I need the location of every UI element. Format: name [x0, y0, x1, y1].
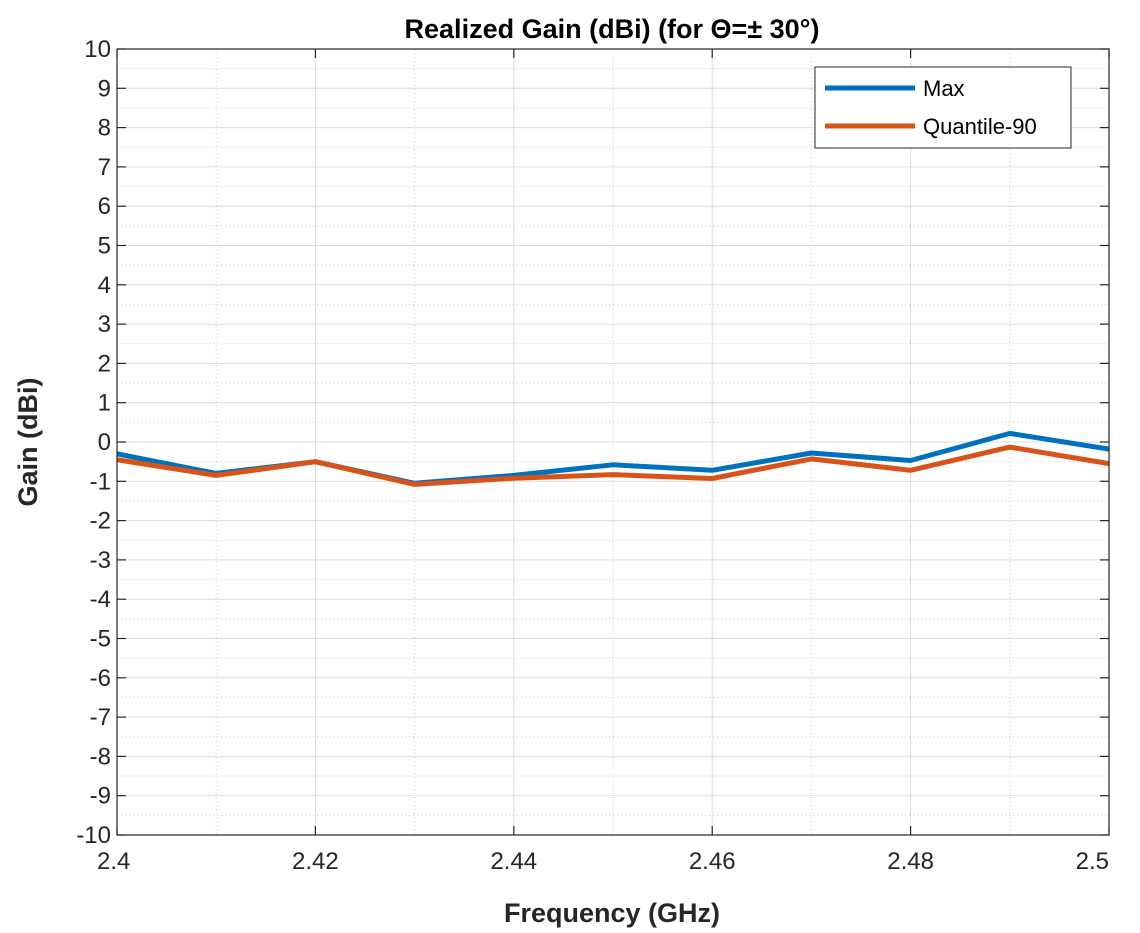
y-tick-label: -2 [90, 508, 111, 535]
x-tick-label: 2.42 [292, 848, 339, 875]
y-tick-label: 10 [84, 36, 111, 63]
y-tick-label: 7 [98, 154, 111, 181]
y-tick-label: -6 [90, 665, 111, 692]
legend: Max Quantile-90 [814, 66, 1072, 149]
y-tick-label: -1 [90, 468, 111, 495]
y-tick-label: 1 [98, 390, 111, 417]
series-lines [116, 430, 1110, 487]
x-tick-label: 2.44 [490, 848, 537, 875]
x-tick-label: 2.4 [97, 848, 130, 875]
grid [116, 48, 1110, 836]
y-tick-label: -9 [90, 783, 111, 810]
x-tick-label: 2.5 [1076, 848, 1109, 875]
y-tick-label: 2 [98, 350, 111, 377]
chart-title: Realized Gain (dBi) (for Θ=± 30°) [405, 14, 820, 44]
y-tick-label: -8 [90, 743, 111, 770]
y-tick-label: -4 [90, 586, 111, 613]
y-axis-label: Gain (dBi) [13, 378, 43, 507]
x-axis-label: Frequency (GHz) [504, 898, 720, 928]
legend-box [814, 66, 1072, 149]
y-tick-label: -7 [90, 704, 111, 731]
y-tick-label: 8 [98, 115, 111, 142]
y-tick-label: -10 [76, 822, 111, 849]
y-tick-label: 9 [98, 75, 111, 102]
y-tick-label: -5 [90, 626, 111, 653]
legend-label-quantile-90: Quantile-90 [923, 114, 1037, 139]
y-tick-label: 0 [98, 429, 111, 456]
y-tick-label: 6 [98, 193, 111, 220]
y-tick-label: 5 [98, 233, 111, 260]
legend-label-max: Max [923, 76, 965, 101]
y-tick-label: 4 [98, 272, 111, 299]
x-tick-label: 2.48 [887, 848, 934, 875]
y-tick-label: 3 [98, 311, 111, 338]
x-tick-label: 2.46 [689, 848, 736, 875]
y-tick-label: -3 [90, 547, 111, 574]
